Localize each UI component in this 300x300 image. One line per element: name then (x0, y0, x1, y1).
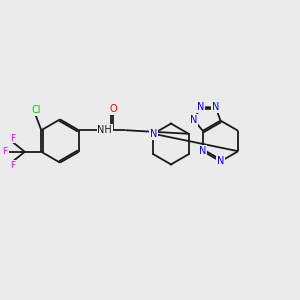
Text: N: N (150, 129, 157, 139)
Text: Cl: Cl (31, 105, 40, 116)
Text: N: N (199, 146, 206, 156)
Text: F: F (2, 147, 7, 156)
Text: O: O (110, 104, 117, 114)
Text: F: F (10, 161, 15, 170)
Text: F: F (10, 134, 15, 142)
Text: N: N (217, 156, 224, 167)
Text: N: N (190, 115, 197, 125)
Text: N: N (197, 102, 205, 112)
Text: N: N (212, 102, 219, 112)
Text: NH: NH (98, 125, 112, 135)
